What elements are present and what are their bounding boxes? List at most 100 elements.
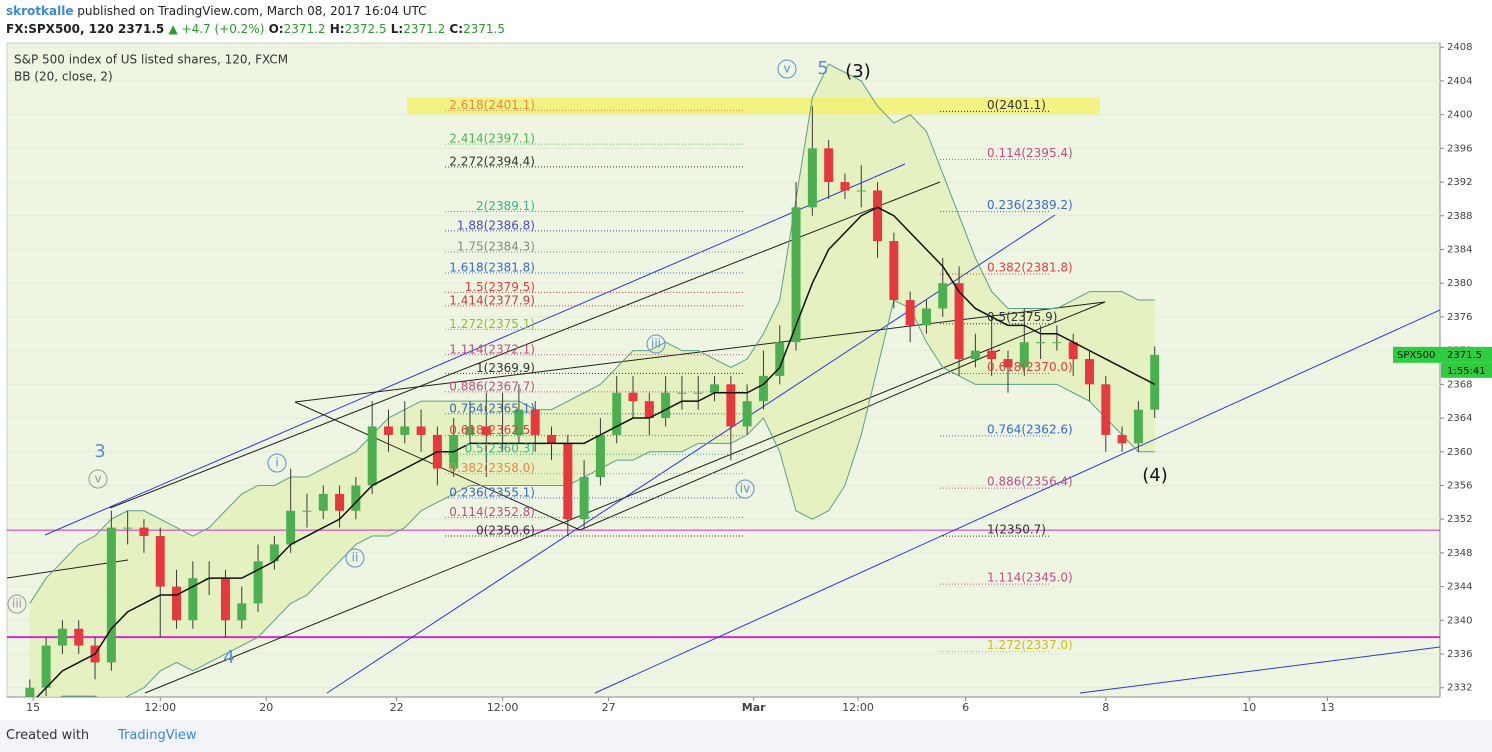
fib-label: 1.114(2345.0) — [987, 571, 1073, 585]
candle-body — [742, 401, 752, 427]
candle-body — [547, 434, 556, 444]
candle-body — [905, 300, 915, 326]
wave-label: i — [275, 456, 278, 470]
fib-label: 0.618(2370.0) — [987, 360, 1073, 374]
x-tick-label: 12:00 — [487, 701, 519, 714]
wave-circle — [777, 59, 797, 79]
y-tick-label: 2388 — [1447, 211, 1472, 222]
candle-body — [400, 426, 410, 435]
candle-body — [595, 434, 605, 478]
fib-label: 1(2369.9) — [476, 361, 535, 375]
wave-label: iv — [740, 482, 750, 496]
candle-body — [954, 283, 964, 360]
candle-body — [383, 426, 393, 435]
quote-line: FX:SPX500, 120 2371.5 ▲ +4.7 (+0.2%) O:2… — [6, 22, 505, 36]
candle-body — [726, 384, 736, 427]
candle-body — [155, 536, 165, 587]
c-value: 2371.5 — [463, 22, 506, 36]
trendline — [1079, 646, 1440, 694]
bb-upper — [29, 63, 1155, 604]
candle-body — [628, 392, 638, 402]
candle-body — [661, 392, 671, 419]
candle-body — [1117, 434, 1127, 444]
candle-body — [775, 342, 785, 376]
author[interactable]: skrotkalle — [6, 4, 74, 18]
fib-label: 1.88(2386.8) — [457, 218, 535, 232]
y-tick-label: 2364 — [1447, 413, 1472, 424]
y-tick-label: 2340 — [1447, 615, 1472, 626]
candle-body — [710, 384, 720, 393]
y-tick-label: 2380 — [1447, 278, 1472, 289]
candle-body — [530, 409, 540, 435]
candle-body — [188, 578, 198, 621]
y-tick-label: 2344 — [1447, 582, 1472, 593]
candle-layer — [25, 63, 1160, 697]
y-tick-label: 2368 — [1447, 379, 1472, 390]
candle-body — [1150, 354, 1160, 410]
candle-body — [318, 493, 328, 511]
wave-circle — [735, 479, 755, 499]
candle-body — [237, 603, 247, 621]
candle-body — [677, 392, 687, 394]
wave-label: (4) — [1142, 465, 1168, 486]
candle-body — [253, 561, 263, 604]
price-tag-box — [1393, 346, 1492, 363]
candle-body — [351, 485, 361, 511]
x-tick-label: 27 — [602, 701, 616, 714]
bb-lower — [59, 299, 1155, 697]
x-tick-label: 20 — [259, 701, 273, 714]
o-label: O: — [268, 22, 284, 36]
wave-label: v — [94, 472, 101, 486]
candle-body — [1133, 409, 1143, 444]
fib-label: 0.114(2395.4) — [987, 146, 1073, 160]
footer: Created with TradingView — [0, 720, 1492, 752]
candle-body — [172, 586, 182, 621]
fib-label: 1.114(2372.1) — [449, 342, 535, 356]
fib-label: 2(2389.1) — [476, 199, 535, 213]
fib-label: 1.272(2337.0) — [987, 638, 1073, 652]
symbol: FX:SPX500, 120 — [6, 22, 114, 36]
wave-circle — [345, 548, 365, 568]
fib-label: 0.5(2375.9) — [987, 310, 1057, 324]
x-tick-label: 8 — [1102, 701, 1109, 714]
moving-average — [36, 206, 1156, 697]
trendline — [144, 301, 1106, 694]
wave-label: ii — [352, 551, 359, 565]
candle-body — [1052, 342, 1062, 344]
l-value: 2371.2 — [403, 22, 446, 36]
fib-label: 1.75(2384.3) — [457, 239, 535, 253]
footer-brand[interactable]: TradingView — [118, 728, 197, 743]
candle-body — [465, 426, 475, 435]
fib-label: 0(2401.1) — [987, 98, 1046, 112]
fib-label: 0.886(2367.7) — [449, 379, 535, 393]
candle-body — [1068, 342, 1078, 360]
candle-body — [1085, 359, 1094, 385]
price-tag-value: 2371.5 — [1447, 350, 1482, 361]
candle-body — [758, 375, 768, 402]
countdown-box — [1441, 362, 1492, 378]
candle-body — [840, 182, 850, 191]
candle-body — [579, 477, 589, 520]
published: published on TradingView.com, March 08, … — [77, 4, 427, 18]
wave-label: (3) — [845, 61, 871, 82]
candle-body — [25, 687, 35, 697]
candle-body — [1036, 342, 1046, 344]
y-tick-label: 2384 — [1447, 244, 1472, 255]
wave-circle — [267, 453, 287, 473]
candle-body — [1019, 342, 1029, 368]
x-tick-label: Mar — [742, 701, 766, 714]
wave-label: 5 — [817, 58, 828, 79]
trendline — [44, 163, 906, 536]
fib-label: 2.272(2394.4) — [449, 154, 535, 168]
fib-label: 0.382(2358.0) — [449, 461, 535, 475]
wave-circle — [7, 594, 27, 614]
y-tick-label: 2352 — [1447, 514, 1472, 525]
candle-body — [416, 426, 426, 435]
l-label: L: — [390, 22, 404, 36]
wave-circle — [88, 469, 108, 489]
candle-body — [644, 401, 654, 419]
x-tick-label: 12:00 — [144, 701, 176, 714]
candle-body — [123, 527, 133, 529]
indicator-label: BB (20, close, 2) — [14, 70, 113, 84]
